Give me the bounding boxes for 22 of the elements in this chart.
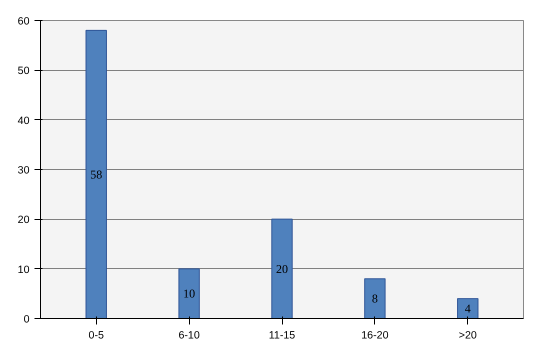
- data-label: 20: [276, 262, 288, 276]
- bar: [457, 298, 478, 318]
- y-tick-label: 20: [18, 214, 30, 226]
- bar: [364, 278, 386, 318]
- y-tick-label: 60: [18, 16, 30, 28]
- y-tick-label: 0: [24, 314, 30, 326]
- bar: [178, 268, 200, 318]
- x-tick-label: 0-5: [88, 330, 104, 342]
- data-label: 10: [183, 286, 196, 301]
- y-tick-label: 30: [18, 164, 30, 176]
- x-tick-label: 11-15: [268, 330, 296, 342]
- data-label: 4: [464, 302, 471, 316]
- bar: [271, 218, 293, 318]
- x-tick-label: 6-10: [178, 330, 200, 342]
- data-label: 8: [372, 292, 378, 306]
- x-tick-label: >20: [458, 330, 477, 342]
- y-tick-label: 40: [18, 114, 30, 127]
- x-tick-label: 16-20: [361, 330, 389, 342]
- y-tick-label: 10: [18, 264, 30, 276]
- data-label: 58: [90, 167, 102, 182]
- bar: [86, 30, 107, 318]
- y-tick-label: 50: [18, 65, 30, 78]
